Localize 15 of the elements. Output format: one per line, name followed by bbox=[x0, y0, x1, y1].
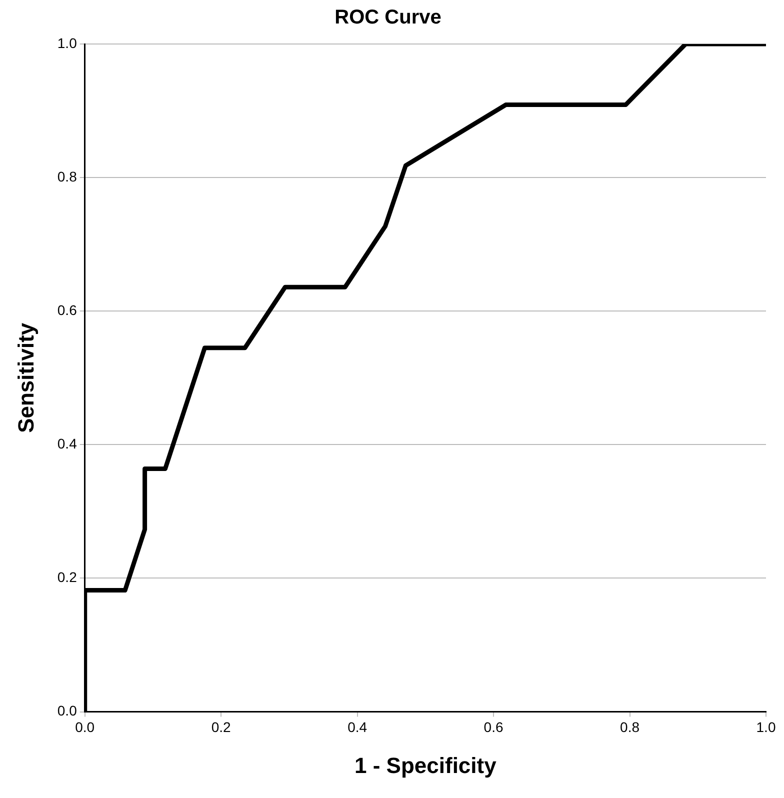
y-tick-label: 1.0 bbox=[57, 34, 78, 51]
x-tick-label: 0.0 bbox=[75, 719, 95, 736]
y-tick-label: 0.6 bbox=[57, 302, 78, 318]
x-tick-label: 0.8 bbox=[620, 719, 640, 736]
x-tick-label: 0.2 bbox=[211, 719, 232, 736]
y-tick-label: 0.2 bbox=[57, 569, 78, 586]
x-tick-label: 1.0 bbox=[756, 719, 776, 736]
y-axis-title: Sensitivity bbox=[13, 322, 38, 433]
x-tick-label: 0.6 bbox=[484, 719, 504, 736]
y-tick-label: 0.4 bbox=[57, 436, 78, 452]
y-tick-label: 0.8 bbox=[57, 168, 78, 184]
chart-title: ROC Curve bbox=[334, 6, 442, 29]
y-tick-label: 0.0 bbox=[57, 702, 78, 719]
x-tick-label: 0.4 bbox=[348, 719, 368, 736]
x-axis-title: 1 - Specificity bbox=[354, 752, 498, 778]
